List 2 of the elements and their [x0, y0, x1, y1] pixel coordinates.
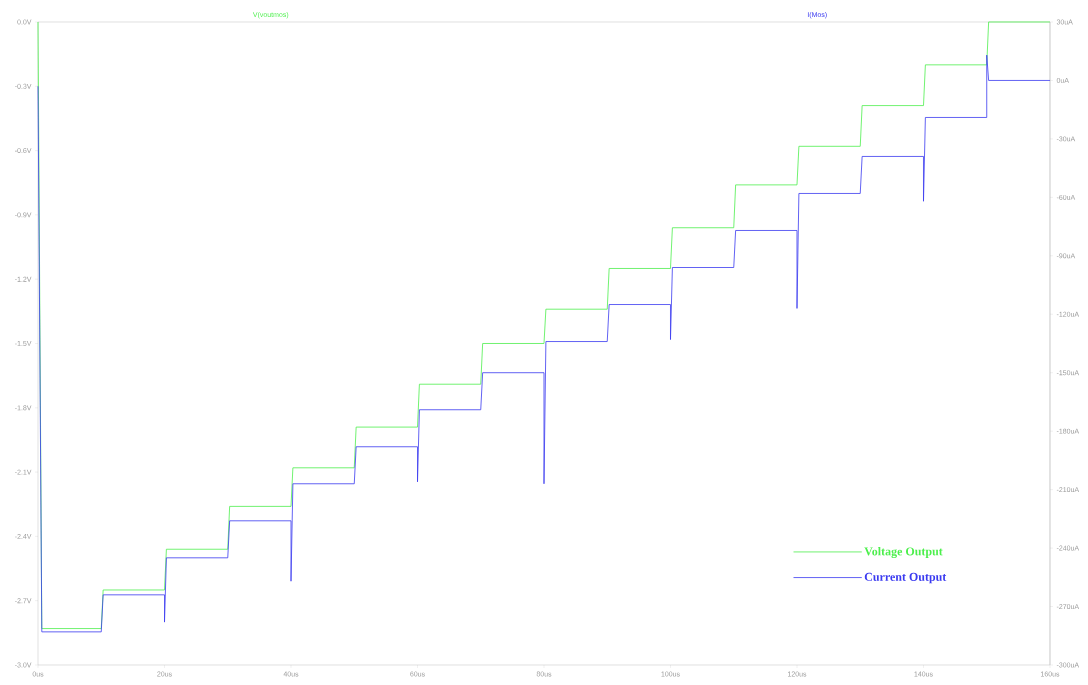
- text: Current Output: [864, 572, 947, 584]
- text: Voltage Output: [864, 547, 943, 558]
